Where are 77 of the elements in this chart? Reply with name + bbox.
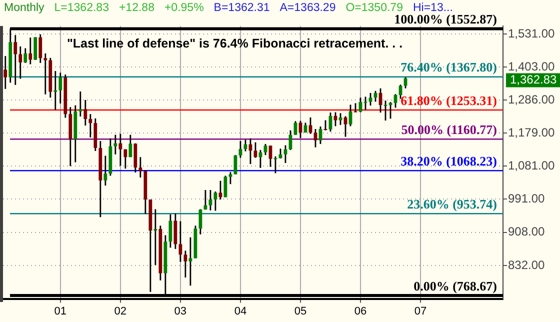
text: L=1362.83 (54, 2, 109, 16)
candlestick (4, 55, 8, 90)
candlestick (184, 250, 188, 278)
candlestick (34, 36, 38, 61)
candlestick (308, 116, 312, 135)
candlestick (344, 116, 348, 138)
candlestick (218, 180, 222, 200)
candlestick (14, 34, 18, 86)
candlestick (224, 175, 228, 198)
x-tick-label: 07 (414, 305, 427, 318)
x-tick-label: 02 (114, 305, 127, 318)
candlestick (188, 236, 192, 286)
ref-line-label: 50.00% (1160.77) (401, 122, 497, 137)
x-tick-label: 06 (354, 305, 367, 318)
x-tick-label: 05 (294, 305, 307, 318)
candlestick (114, 134, 118, 156)
text: 1,362.83 (510, 72, 558, 87)
candlestick (298, 120, 302, 139)
candlestick (124, 148, 128, 170)
candlestick (88, 113, 92, 138)
text: Hi=13... (412, 2, 453, 14)
candlestick (214, 190, 218, 212)
candlestick (204, 189, 208, 210)
ref-line-label: 76.40% (1367.80) (400, 60, 497, 75)
candlestick (154, 208, 158, 266)
text: B=1362.31 (214, 2, 270, 16)
y-tick-label: 991.00 (508, 191, 546, 206)
candlestick (128, 134, 132, 158)
text: A=1363.29 (280, 2, 336, 16)
candlestick (208, 189, 212, 212)
x-tick-label: 03 (174, 305, 187, 318)
y-tick-label: 1,403.00 (508, 60, 556, 74)
candlestick (104, 155, 108, 186)
text: +12.88 (118, 2, 154, 16)
candlestick (238, 140, 242, 158)
ref-line-label: 61.80% (1253.31) (400, 92, 497, 108)
candlestick (78, 90, 82, 118)
candlestick (264, 143, 268, 156)
candlestick (228, 171, 232, 185)
text: O=1350.79 (346, 2, 403, 14)
x-tick-label: 04 (234, 305, 247, 318)
candlestick (118, 133, 122, 166)
candlestick (54, 70, 58, 111)
candlestick (294, 120, 298, 136)
x-tick-label: 01 (54, 305, 67, 318)
candlestick (84, 99, 88, 126)
ref-line-label: 100.00% (1552.87) (394, 12, 497, 27)
candlestick (24, 48, 28, 64)
chart-subtitle: Monthly (4, 2, 44, 16)
y-tick-label: 832.00 (508, 258, 546, 272)
candlestick (28, 36, 32, 65)
candlestick (268, 144, 272, 168)
y-tick-label: 908.00 (508, 224, 546, 239)
text: +0.95% (164, 2, 204, 16)
y-tick-label: 1,179.00 (508, 126, 556, 140)
candlestick (318, 126, 322, 145)
y-tick-label: 1,531.00 (508, 26, 556, 40)
y-tick-label: 1,081.00 (508, 158, 556, 172)
candlestick (178, 220, 182, 263)
candlestick (58, 72, 62, 104)
candlestick (18, 46, 22, 80)
y-tick-label: 1,286.00 (508, 92, 556, 107)
candlestick (134, 142, 138, 174)
candlestick (404, 76, 408, 90)
candlestick (234, 154, 238, 175)
ref-line-label: 38.20% (1068.23) (400, 154, 497, 168)
candlestick (38, 34, 42, 64)
candlestick (244, 139, 248, 152)
candlestick (168, 214, 172, 248)
ref-line-label: 0.00% (768.67) (414, 278, 497, 294)
candlestick (174, 212, 178, 250)
candlestick (314, 128, 318, 148)
candlestick (44, 52, 48, 96)
candlestick (138, 156, 142, 178)
text: "Last line of defense" is 76.4% Fibonacci retracement. . . (67, 36, 403, 50)
candlestick (198, 208, 202, 236)
ref-line-label: 23.60% (953.74) (407, 196, 497, 212)
